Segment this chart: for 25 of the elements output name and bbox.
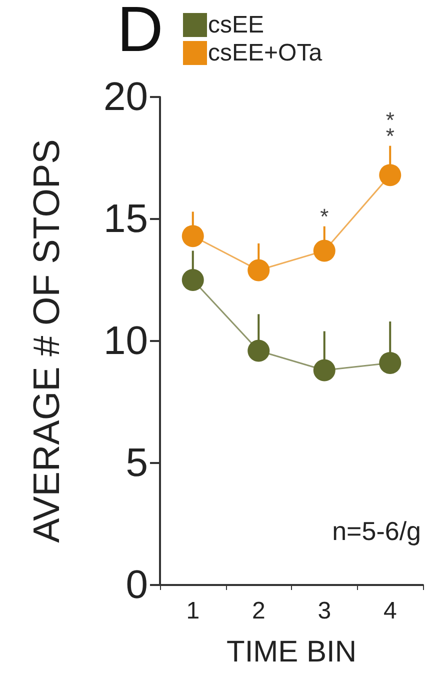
point — [313, 240, 336, 262]
annotation: n=5-6/g — [332, 516, 421, 546]
x-tick-label: 4 — [383, 598, 397, 624]
point — [248, 340, 270, 362]
y-tick-label: 20 — [104, 75, 148, 119]
point — [182, 225, 204, 248]
annotation: * — [320, 204, 330, 229]
x-tick-label: 2 — [252, 598, 266, 624]
point — [379, 164, 402, 186]
point — [248, 259, 270, 282]
x-tick-label: 3 — [318, 598, 332, 624]
x-axis-title: TIME BIN — [226, 636, 357, 668]
y-axis-title: AVERAGE # OF STOPS — [26, 139, 67, 543]
annotation: ** — [386, 107, 395, 148]
legend-label: csEE — [208, 12, 264, 38]
x-tick-label: 1 — [186, 598, 200, 624]
point — [313, 359, 336, 382]
legend-label: csEE+OTa — [208, 40, 323, 66]
y-tick-label: 10 — [104, 319, 148, 363]
point — [182, 269, 204, 291]
y-tick-label: 0 — [126, 563, 148, 607]
y-tick-label: 5 — [126, 441, 148, 485]
y-tick-label: 15 — [104, 197, 148, 241]
point — [379, 352, 402, 374]
chart-title: D — [117, 0, 164, 65]
